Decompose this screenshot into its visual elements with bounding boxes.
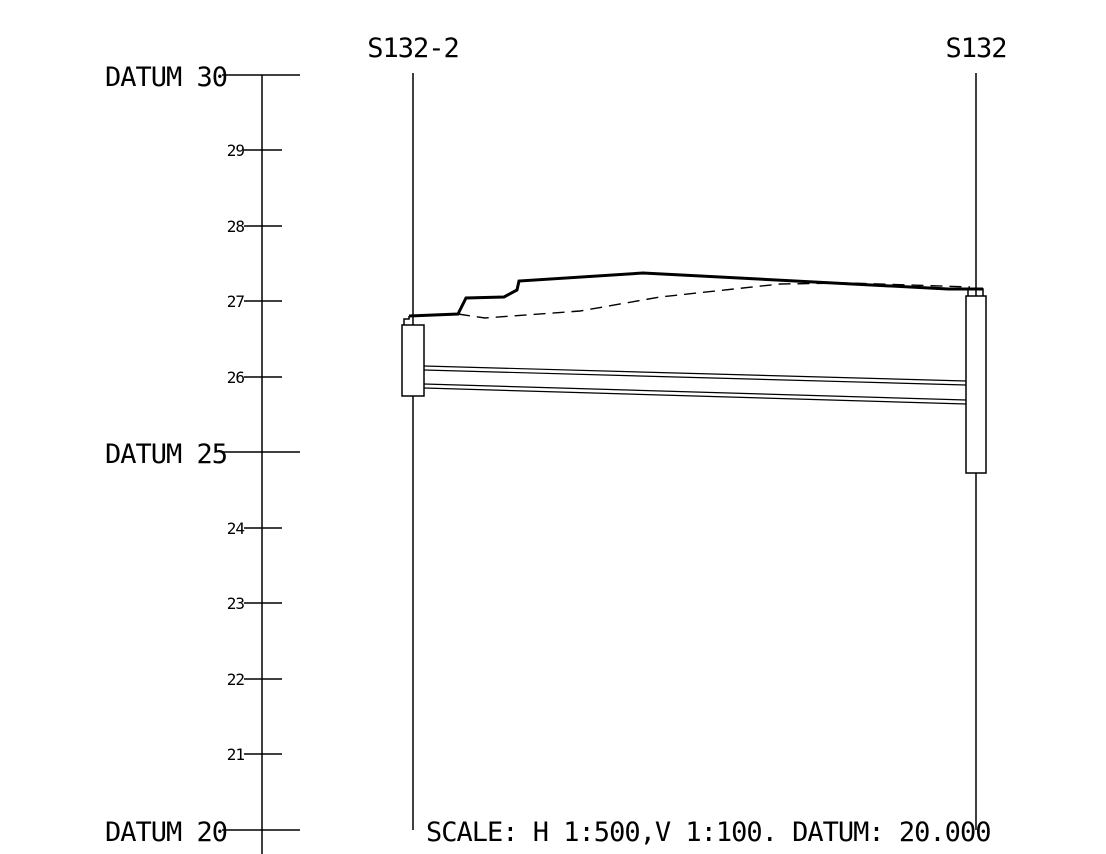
scale-note: SCALE: H 1:500,V 1:100. DATUM: 20.000 <box>426 817 990 848</box>
datum-label-29: 29 <box>227 141 245 160</box>
datum-label-26: 26 <box>227 368 245 387</box>
datum-label-25: DATUM 25 <box>105 439 227 470</box>
sewer-pipe <box>423 365 967 405</box>
datum-labels: DATUM 30 29 28 27 26 DATUM 25 24 23 22 2… <box>105 62 245 848</box>
manhole-label-left: S132-2 <box>367 33 459 64</box>
manhole-chamber-left <box>401 316 425 397</box>
datum-label-28: 28 <box>227 217 245 236</box>
ground-profile-line <box>408 271 983 318</box>
datum-label-30: DATUM 30 <box>105 62 227 93</box>
manhole-chamber-right <box>965 288 987 474</box>
datum-label-20: DATUM 20 <box>105 817 227 848</box>
datum-label-22: 22 <box>227 670 245 689</box>
datum-label-24: 24 <box>227 519 245 538</box>
design-profile-dashed-line <box>457 282 971 319</box>
datum-label-27: 27 <box>227 292 245 311</box>
datum-label-21: 21 <box>227 745 245 764</box>
datum-ticks <box>222 74 300 831</box>
datum-label-23: 23 <box>227 594 245 613</box>
manhole-label-right: S132 <box>945 33 1006 64</box>
